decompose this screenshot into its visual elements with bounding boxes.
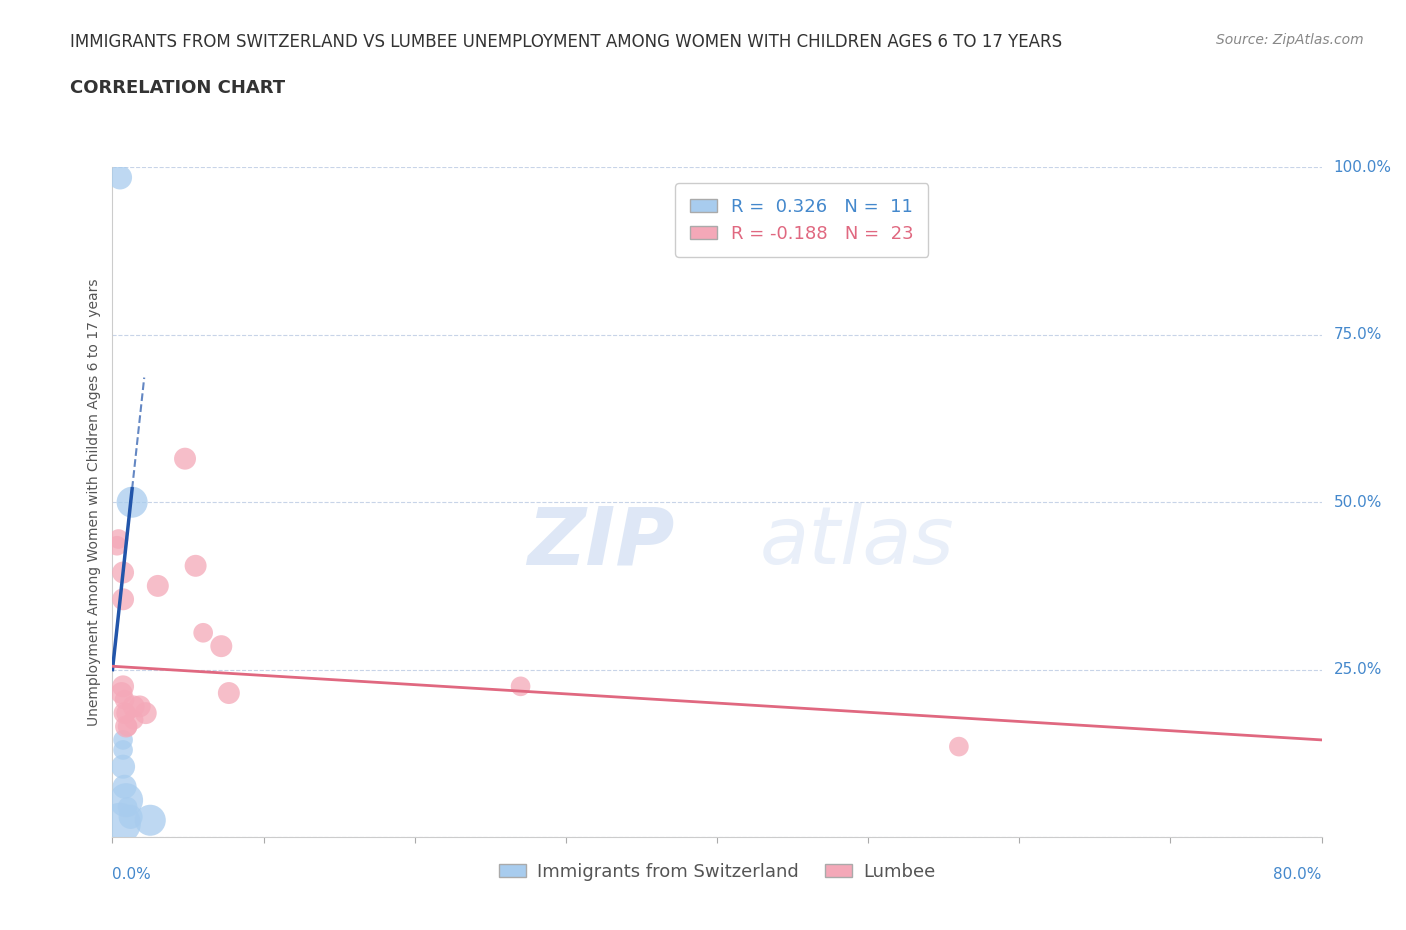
Point: [184, 558, 207, 573]
Point: [948, 739, 970, 754]
Point: [122, 712, 145, 727]
Point: [115, 706, 138, 721]
Point: [115, 792, 138, 807]
Point: [115, 719, 138, 734]
Point: [191, 625, 214, 640]
Point: [112, 733, 135, 748]
Point: [139, 813, 162, 828]
Point: [509, 679, 531, 694]
Point: [112, 565, 135, 580]
Point: [112, 679, 135, 694]
Text: CORRELATION CHART: CORRELATION CHART: [70, 79, 285, 97]
Y-axis label: Unemployment Among Women with Children Ages 6 to 17 years: Unemployment Among Women with Children A…: [87, 278, 101, 726]
Legend: Immigrants from Switzerland, Lumbee: Immigrants from Switzerland, Lumbee: [491, 856, 943, 888]
Point: [121, 495, 143, 510]
Text: ZIP: ZIP: [527, 503, 675, 581]
Point: [218, 685, 240, 700]
Text: atlas: atlas: [759, 503, 955, 581]
Point: [174, 451, 197, 466]
Point: [112, 742, 135, 757]
Point: [105, 538, 128, 553]
Point: [135, 706, 157, 721]
Point: [128, 699, 150, 714]
Point: [114, 779, 136, 794]
Point: [108, 817, 131, 831]
Text: 25.0%: 25.0%: [1334, 662, 1382, 677]
Text: IMMIGRANTS FROM SWITZERLAND VS LUMBEE UNEMPLOYMENT AMONG WOMEN WITH CHILDREN AGE: IMMIGRANTS FROM SWITZERLAND VS LUMBEE UN…: [70, 33, 1063, 50]
Point: [120, 809, 142, 824]
Point: [107, 532, 129, 547]
Text: 100.0%: 100.0%: [1334, 160, 1392, 175]
Point: [209, 639, 232, 654]
Point: [108, 170, 131, 185]
Text: 0.0%: 0.0%: [112, 867, 152, 883]
Text: Source: ZipAtlas.com: Source: ZipAtlas.com: [1216, 33, 1364, 46]
Point: [122, 699, 145, 714]
Text: 50.0%: 50.0%: [1334, 495, 1382, 510]
Point: [114, 706, 136, 721]
Point: [112, 591, 135, 606]
Text: 80.0%: 80.0%: [1274, 867, 1322, 883]
Text: 75.0%: 75.0%: [1334, 327, 1382, 342]
Point: [112, 759, 135, 774]
Point: [117, 719, 139, 734]
Point: [110, 685, 132, 700]
Point: [146, 578, 169, 593]
Point: [114, 692, 136, 707]
Point: [117, 800, 139, 815]
